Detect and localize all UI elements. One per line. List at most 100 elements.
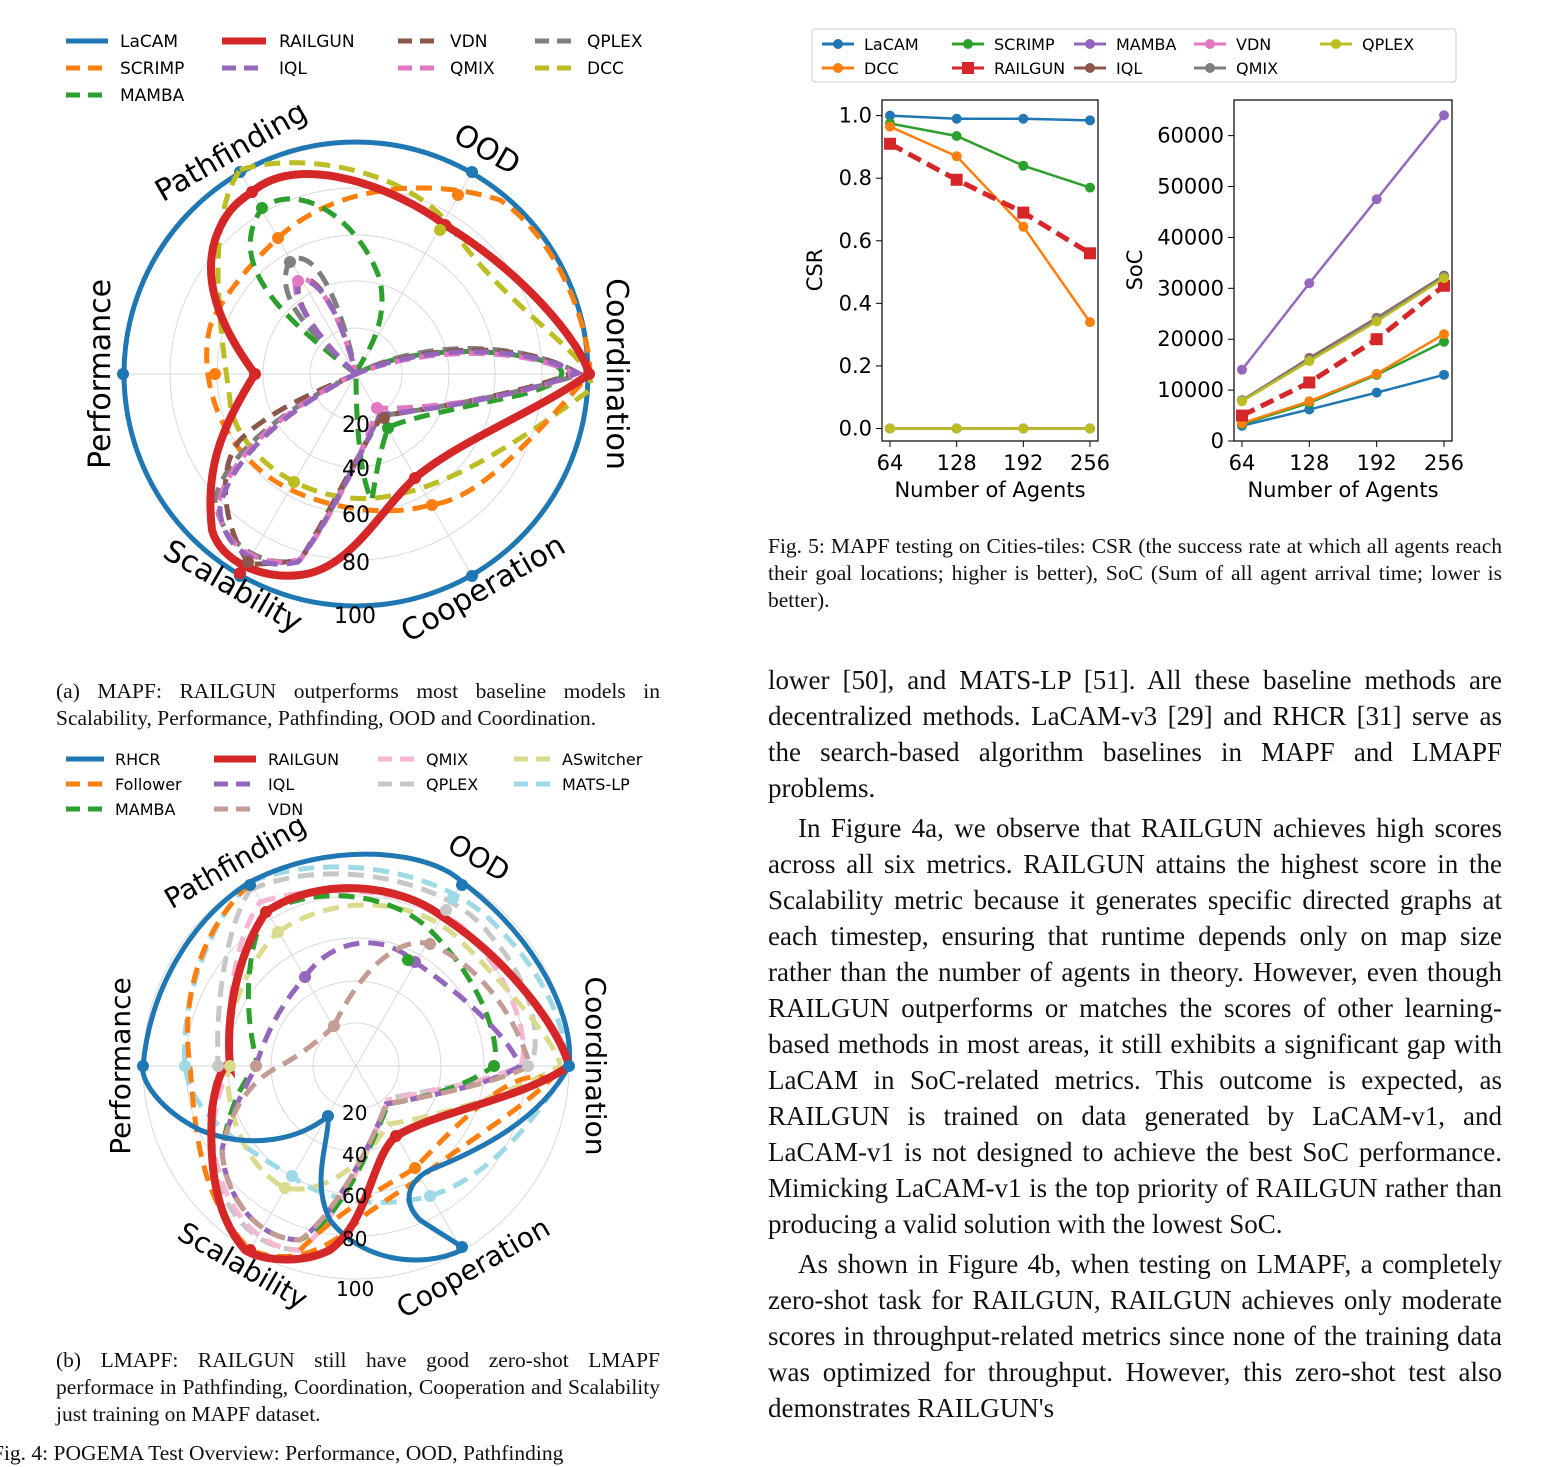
series-line-mamba: [1241, 114, 1445, 371]
caption-4-fragment: Fig. 4: POGEMA Test Overview: Performanc…: [0, 1441, 564, 1465]
y-tick-label: 10000: [1157, 378, 1224, 402]
data-point: [1438, 279, 1450, 292]
caption-5: Fig. 5: MAPF testing on Cities-tiles: CS…: [768, 534, 1502, 612]
x-tick-label: 64: [1229, 451, 1256, 475]
paragraph: In Figure 4a, we observe that RAILGUN ac…: [768, 813, 1502, 1239]
x-axis-label: Number of Agents: [894, 478, 1085, 502]
data-point: [951, 423, 962, 434]
radial-tick: 60: [342, 503, 370, 528]
series-qmix: [215, 276, 581, 565]
legend-marker: [1085, 63, 1095, 73]
soc-chart: 64 128 192 256 0 10000 20000 30000 40000 50000 600…: [1123, 99, 1464, 502]
legend-label: MAMBA: [115, 800, 176, 819]
plot-frame: [1233, 99, 1453, 442]
series-line-lacam: [1241, 373, 1445, 427]
series-group: [1236, 110, 1450, 431]
legend-label: QMIX: [450, 59, 495, 79]
data-point: [950, 173, 963, 186]
legend-label: ASwitcher: [562, 750, 643, 769]
radar-b-ticks: 20 40 60 80 100: [336, 1101, 374, 1301]
y-tick-label: 20000: [1157, 327, 1224, 351]
series-iql: [217, 278, 585, 567]
legend-label: RHCR: [115, 750, 160, 769]
legend-label: MAMBA: [1116, 35, 1177, 54]
y-tick-label: 0: [1211, 429, 1224, 453]
y-tick-label: 0.0: [839, 416, 872, 440]
axis-label: Cooperation: [395, 528, 571, 650]
data-point: [1371, 368, 1382, 379]
series-follower: [185, 882, 555, 1259]
legend-label: DCC: [864, 59, 899, 78]
data-point: [1439, 110, 1449, 121]
y-tick-label: 0.6: [839, 229, 872, 253]
radar-b: RHCR RAILGUN QMIX ASwitcher Follower IQL…: [66, 750, 643, 1325]
y-tick-label: 0.2: [839, 354, 872, 378]
radar-a-legend: LaCAM RAILGUN VDN QPLEX SCRIMP IQL QMIX …: [66, 32, 643, 106]
legend-label: MATS-LP: [562, 775, 630, 794]
legend-label: QPLEX: [587, 32, 643, 52]
legend-label: SCRIMP: [120, 59, 184, 79]
data-point: [885, 423, 895, 434]
radar-b-legend: RHCR RAILGUN QMIX ASwitcher Follower IQL…: [66, 750, 643, 819]
legend-label: DCC: [587, 59, 624, 79]
y-tick-label: 60000: [1157, 124, 1224, 148]
data-point: [1017, 206, 1030, 219]
series-line-dcc: [1241, 333, 1445, 425]
series-railgun-b: [207, 884, 574, 1264]
series-line-railgun: [1240, 283, 1446, 418]
y-tick-label: 30000: [1157, 276, 1224, 300]
legend-label: QMIX: [1236, 59, 1278, 78]
railgun-markers: [234, 186, 595, 579]
y-tick-label: 50000: [1157, 175, 1224, 199]
radial-tick: 20: [342, 1101, 367, 1125]
legend-label: VDN: [450, 32, 487, 52]
data-point: [1371, 194, 1382, 205]
x-tick-label: 192: [1003, 451, 1043, 475]
series-line-dcc: [889, 125, 1092, 323]
tick-group: 64 128 192 256 0 10000 20000 30000 40000 50000 600…: [1157, 124, 1464, 475]
y-tick-label: 0.4: [839, 291, 872, 315]
legend-label: IQL: [268, 775, 294, 794]
legend-marker: [833, 39, 843, 49]
data-point: [1439, 336, 1449, 347]
data-point: [1237, 364, 1247, 375]
axis-label: Cooperation: [391, 1211, 556, 1325]
data-point: [1084, 247, 1096, 260]
legend-label: MAMBA: [120, 86, 185, 106]
x-tick-label: 256: [1424, 451, 1464, 475]
data-point: [1370, 333, 1383, 346]
x-tick-label: 64: [877, 451, 904, 475]
legend-marker: [1205, 39, 1215, 49]
data-point: [1085, 317, 1095, 328]
caption-4b: (b) LMAPF: RAILGUN still have good zero-…: [56, 1348, 660, 1426]
legend-label: QPLEX: [1362, 35, 1414, 54]
series-line-qplex: [1241, 277, 1445, 403]
series-line-scrimp: [889, 122, 1091, 189]
csr-chart: 64 128 192 256 0.0 0.2 0.4 0.6 0.8 1.0 Number of …: [803, 99, 1110, 502]
radial-tick: 80: [342, 551, 370, 576]
y-axis-label: SoC: [1123, 250, 1147, 291]
radial-tick: 80: [342, 1227, 367, 1251]
x-tick-label: 192: [1357, 451, 1397, 475]
axis-label: OOD: [442, 827, 515, 888]
y-tick-label: 1.0: [839, 104, 872, 128]
legend-label: RAILGUN: [279, 32, 355, 52]
legend-marker: [1205, 63, 1215, 73]
legend-label: RAILGUN: [268, 750, 339, 769]
data-point: [1439, 273, 1449, 284]
legend-label: QPLEX: [426, 775, 478, 794]
data-point: [951, 113, 962, 124]
legend-marker: [963, 39, 973, 49]
radar-a: LaCAM RAILGUN VDN QPLEX SCRIMP IQL QMIX …: [66, 32, 643, 650]
axis-label: Scalability: [157, 533, 308, 640]
series-scrimp: [204, 185, 593, 514]
data-point: [1018, 221, 1029, 232]
data-point: [1085, 115, 1095, 126]
data-point: [1018, 423, 1029, 434]
radial-tick: 100: [336, 1277, 374, 1301]
legend-label: LaCAM: [864, 35, 919, 54]
data-point: [1236, 409, 1248, 422]
y-tick-label: 0.8: [839, 166, 872, 190]
data-point: [1304, 278, 1315, 289]
data-point: [1085, 423, 1095, 434]
